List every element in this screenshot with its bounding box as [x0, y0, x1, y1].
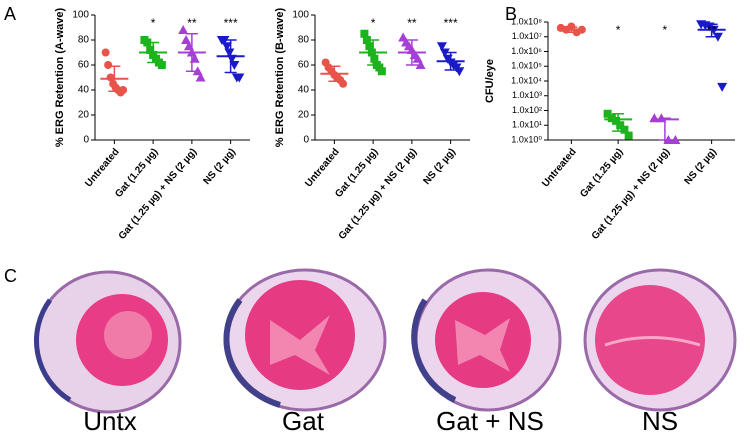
- y-tick-label: 1.0x10²: [512, 105, 542, 115]
- data-point: [412, 53, 423, 63]
- y-tick-label: 60: [78, 60, 90, 71]
- x-tick-label: Untreated: [83, 147, 121, 190]
- eye-image: [34, 270, 182, 414]
- data-point: [339, 79, 348, 88]
- data-point: [360, 29, 369, 38]
- y-tick-label: 100: [292, 10, 309, 21]
- y-axis-title: CFU/eye: [484, 59, 496, 103]
- y-tick-label: 40: [298, 85, 310, 96]
- data-point: [415, 60, 426, 69]
- y-tick-label: 1.0x10⁶: [511, 46, 542, 56]
- panel-label: A: [4, 4, 16, 24]
- x-tick-label: NS (2 µg): [683, 147, 719, 187]
- data-point: [365, 42, 374, 51]
- data-point: [234, 73, 245, 83]
- y-tick-label: 20: [78, 110, 90, 121]
- y-tick-label: 80: [78, 35, 90, 46]
- x-tick-label: Gat (1.25 µg): [578, 147, 625, 200]
- x-tick-label: NS (2 µg): [422, 147, 458, 187]
- significance: **: [407, 16, 417, 30]
- significance: ***: [444, 16, 458, 30]
- data-point: [377, 67, 386, 76]
- data-point: [362, 36, 371, 44]
- image-label: Gat: [282, 406, 325, 436]
- significance: **: [187, 16, 197, 30]
- y-tick-label: 60: [298, 60, 310, 71]
- x-tick-label: Gat (1.25 µg) + NS (2 µg): [590, 147, 672, 242]
- panel-label: C: [4, 266, 17, 286]
- significance: *: [371, 16, 376, 30]
- significance: *: [151, 16, 156, 30]
- data-point: [717, 82, 728, 92]
- panel-label: B: [505, 4, 517, 24]
- y-axis-title: % ERG Retention (B-wave): [274, 7, 286, 147]
- data-point: [119, 86, 128, 94]
- y-tick-label: 40: [78, 85, 90, 96]
- data-point: [157, 61, 166, 69]
- image-label: Untx: [83, 406, 136, 436]
- y-tick-label: 1.0x10³: [512, 90, 542, 100]
- data-point: [229, 61, 240, 70]
- data-point: [370, 54, 379, 63]
- histology-images: [34, 268, 737, 414]
- y-tick-label: 1.0x10⁵: [511, 61, 542, 71]
- y-axis-title: % ERG Retention (A-wave): [54, 7, 66, 147]
- image-label: Gat + NS: [436, 406, 544, 436]
- data-point: [224, 48, 235, 58]
- eye-image: [411, 268, 562, 412]
- significance: *: [616, 23, 621, 37]
- x-tick-label: Untreated: [303, 147, 341, 190]
- data-point: [101, 48, 110, 57]
- data-point: [104, 61, 113, 69]
- eye-image: [583, 268, 737, 412]
- x-tick-label: NS (2 µg): [202, 147, 238, 187]
- data-point: [178, 25, 189, 34]
- eye-image: [223, 268, 387, 412]
- data-point: [221, 42, 232, 52]
- y-tick-label: 80: [298, 35, 310, 46]
- x-tick-label: Gat (1.25 µg) + NS (2 µg): [337, 147, 419, 242]
- y-tick-label: 1.0x10⁰: [511, 134, 542, 144]
- x-tick-label: Untreated: [540, 147, 578, 190]
- data-point: [181, 35, 192, 44]
- y-tick-label: 1.0x10⁴: [511, 75, 542, 85]
- data-point: [454, 67, 465, 77]
- data-point: [624, 131, 633, 140]
- image-label: NS: [642, 406, 678, 436]
- y-tick-label: 100: [72, 10, 89, 21]
- significance: ***: [224, 16, 238, 30]
- data-point: [219, 36, 230, 45]
- y-tick-label: 0: [303, 135, 309, 146]
- data-point: [712, 32, 723, 42]
- significance: *: [663, 23, 668, 37]
- data-point: [195, 72, 206, 82]
- data-point: [670, 135, 681, 144]
- x-tick-label: Gat (1.25 µg) + NS (2 µg): [117, 147, 199, 242]
- y-tick-label: 20: [298, 110, 310, 121]
- y-tick-label: 1.0x10⁸: [511, 16, 542, 26]
- significance: **: [707, 23, 717, 37]
- data-point: [436, 42, 447, 52]
- y-tick-label: 1.0x10⁷: [512, 31, 542, 41]
- y-tick-label: 1.0x10¹: [512, 120, 542, 130]
- y-tick-label: 0: [83, 135, 89, 146]
